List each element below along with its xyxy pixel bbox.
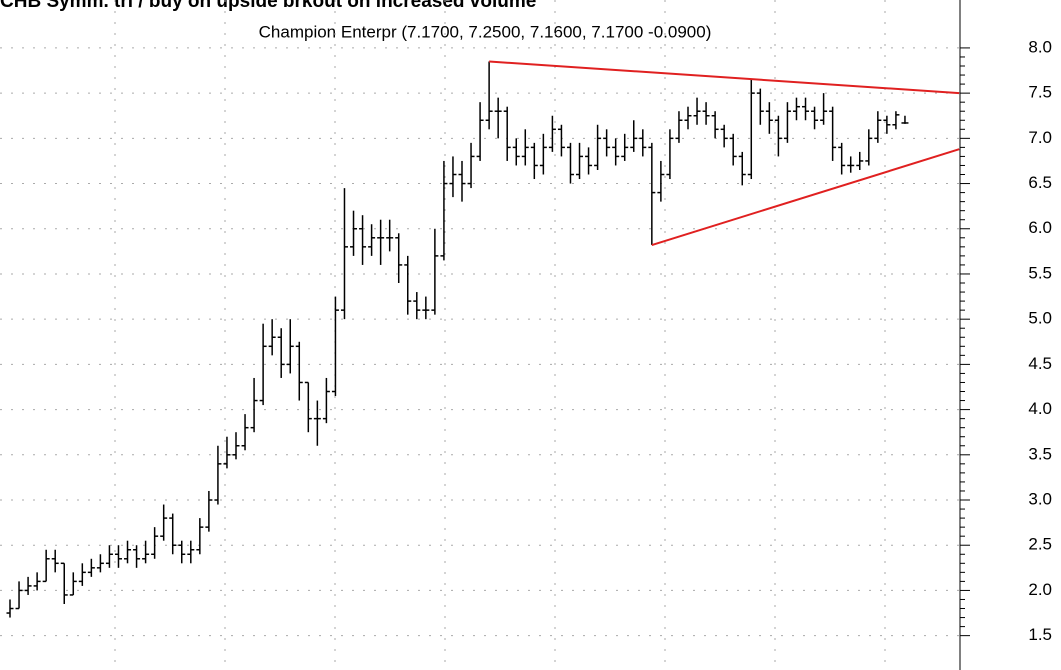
y-tick-label: 3.0: [1028, 489, 1052, 508]
y-tick-label: 6.5: [1028, 173, 1052, 192]
y-tick-label: 7.0: [1028, 128, 1052, 147]
trendline: [651, 148, 960, 246]
y-tick-label: 6.0: [1028, 218, 1052, 237]
y-tick-label: 3.5: [1028, 444, 1052, 463]
y-tick-label: 5.0: [1028, 309, 1052, 328]
y-tick-label: 4.5: [1028, 354, 1052, 373]
y-tick-label: 2.0: [1028, 580, 1052, 599]
chart-title: CHB Symm. tri / buy on upside brkout on …: [0, 0, 536, 12]
y-tick-label: 1.5: [1028, 625, 1052, 644]
y-tick-label: 8.0: [1028, 37, 1052, 56]
y-tick-label: 2.5: [1028, 535, 1052, 554]
y-tick-label: 7.5: [1028, 83, 1052, 102]
y-tick-label: 5.5: [1028, 263, 1052, 282]
y-tick-label: 4.0: [1028, 399, 1052, 418]
chart-subtitle: Champion Enterpr (7.1700, 7.2500, 7.1600…: [259, 22, 712, 41]
trendline: [489, 60, 960, 95]
